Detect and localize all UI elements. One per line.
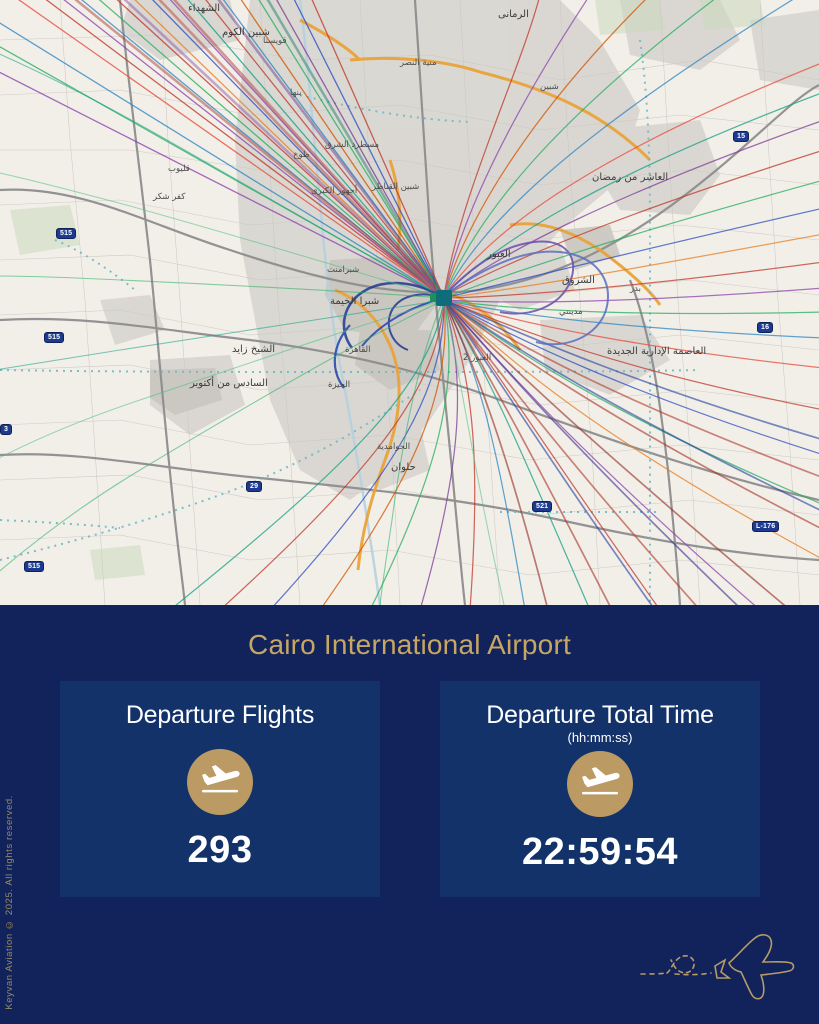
- map-place-label: شبين الكوم: [222, 27, 270, 38]
- road-shield: 15: [733, 131, 750, 142]
- map-place-label: أجهور الكبرى: [311, 186, 358, 196]
- cairo-international-airport-marker[interactable]: [436, 290, 452, 306]
- stat-card-sublabel: (hh:mm:ss): [567, 730, 633, 745]
- map-place-label: شبرا الخيمة: [330, 296, 380, 307]
- road-shield: 515: [24, 561, 45, 572]
- map-place-label: بنها: [290, 88, 302, 98]
- flight-tracks-secondary: [0, 53, 505, 605]
- road-shield: 29: [246, 481, 263, 492]
- map-place-label: منية النصر: [400, 58, 437, 68]
- page-title: Cairo International Airport: [248, 629, 571, 660]
- road-shield: 16: [757, 322, 774, 333]
- map-place-label: العبور: [487, 249, 511, 260]
- flight-tracks-northwest-thick: [74, 0, 446, 300]
- map-place-label: الشيخ زايد: [232, 344, 276, 355]
- road-shield: 3: [0, 424, 13, 435]
- map-place-label: بدر: [630, 284, 641, 294]
- road-shield: 515: [44, 332, 65, 343]
- map-place-label: العبور 2: [463, 353, 492, 363]
- map-place-label: القاهرة: [345, 345, 371, 355]
- map-place-label: الرمانى: [498, 9, 529, 20]
- map-place-label: قويسنا: [263, 36, 287, 46]
- map-place-label: طوخ: [293, 150, 310, 160]
- map-place-label: الشهداء: [188, 3, 221, 14]
- departure-plane-icon: [187, 749, 253, 815]
- airport-secondary-marker: [430, 293, 439, 302]
- copyright-notice: Keyvan Aviation © 2025. All rights reser…: [4, 795, 15, 1010]
- map-place-label: مسطرد الشرق: [325, 140, 380, 150]
- green-areas: [10, 0, 765, 580]
- stat-card-value: 293: [187, 829, 253, 871]
- map-place-label: مدينتي: [559, 307, 583, 317]
- map-place-label: الحوامدية: [377, 442, 411, 452]
- map-place-label: حلوان: [391, 462, 416, 473]
- stat-card-departure-total-time[interactable]: Departure Total Time (hh:mm:ss) 22:59:54: [440, 681, 760, 897]
- map-place-label: العاصمة الإدارية الجديدة: [607, 346, 707, 357]
- map-canvas: [0, 0, 819, 605]
- stat-card-value: 22:59:54: [521, 831, 679, 873]
- cairo-departure-tracks-map[interactable]: 515 515 515 3 29 15 16 521 L-176 الرمانى الشهداء ش…: [0, 0, 819, 605]
- stat-card-label: Departure Total Time: [486, 701, 714, 729]
- airplane-outline-logo: [637, 930, 797, 1002]
- map-place-label: السادس من أكتوبر: [190, 378, 268, 389]
- map-place-label: قليوب: [168, 164, 190, 174]
- flight-tracks-southeast-dense: [443, 299, 819, 605]
- nile-river: [298, 0, 382, 605]
- departure-plane-icon: [567, 751, 633, 817]
- road-shield: L-176: [752, 521, 780, 532]
- major-roads: [0, 0, 819, 605]
- road-shield: 515: [56, 228, 77, 239]
- stat-card-departure-flights[interactable]: Departure Flights 293: [60, 681, 380, 897]
- flight-tracks-northwest: [0, 0, 445, 299]
- stats-panel: Cairo International Airport Departure Fl…: [0, 605, 819, 1024]
- map-place-label: العاشر من رمضان: [592, 172, 669, 183]
- map-place-label: شبين: [540, 82, 559, 92]
- map-place-label: كفر شكر: [153, 192, 186, 202]
- map-place-label: شبرامنت: [327, 265, 360, 275]
- map-place-label: الشروق: [562, 275, 595, 286]
- stat-card-label: Departure Flights: [125, 701, 315, 729]
- flight-tracks-southeast: [175, 0, 819, 605]
- map-place-label: شبين القناطر: [372, 182, 420, 192]
- road-shield: 521: [532, 501, 553, 512]
- map-place-label: الجيزة: [328, 380, 351, 390]
